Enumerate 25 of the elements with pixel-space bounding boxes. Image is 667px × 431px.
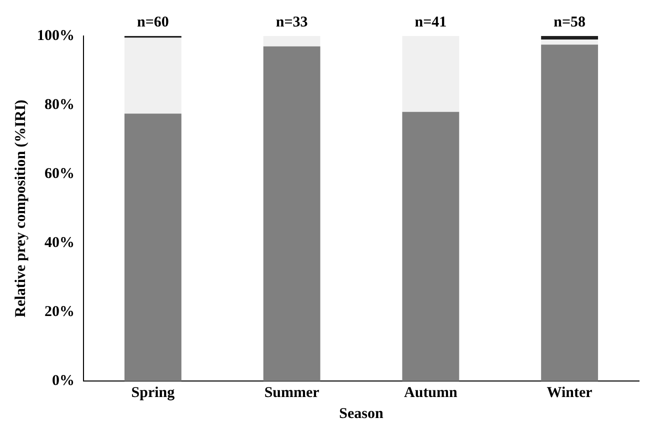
y-tick-label: 60% [44, 166, 74, 182]
bar [541, 36, 598, 40]
y-tick-label: 40% [44, 234, 74, 251]
bar [402, 112, 460, 381]
annotation: n=60 [136, 14, 169, 30]
y-axis-title: Relative prey composition (%IRI) [12, 100, 29, 318]
x-tick-label: Autumn [404, 384, 458, 401]
y-tick-label: 0% [52, 372, 74, 389]
y-tick-label: 80% [44, 96, 74, 113]
x-tick-label: Winter [546, 384, 593, 401]
bar [124, 38, 182, 114]
bar [541, 39, 598, 45]
annotation: n=41 [414, 14, 447, 30]
y-tick-label: 20% [44, 304, 74, 320]
x-tick-label: Spring [131, 384, 176, 401]
annotation: n=58 [554, 14, 586, 30]
bar [402, 36, 460, 112]
bar [263, 36, 320, 46]
bar [263, 46, 320, 381]
annotation: n=33 [276, 14, 308, 30]
bar [541, 44, 598, 381]
x-tick-label: Summer [264, 384, 320, 401]
bar [124, 114, 182, 381]
y-tick-label: 100% [37, 28, 74, 44]
x-axis-title: Season [339, 406, 384, 422]
